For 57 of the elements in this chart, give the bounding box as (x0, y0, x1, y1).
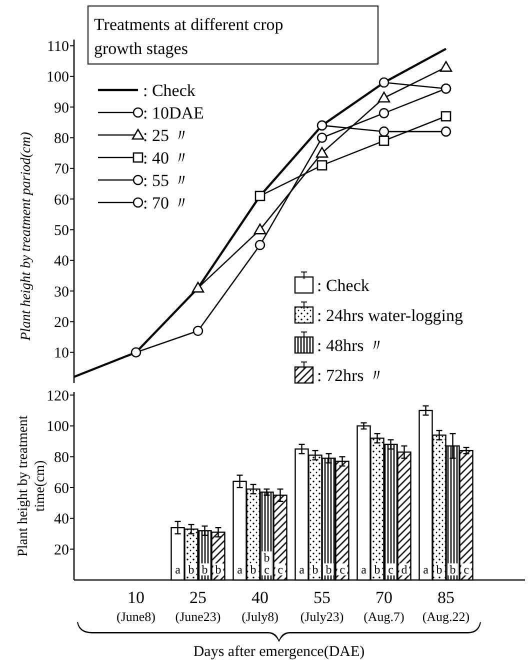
annotation: b (450, 562, 456, 576)
legend-label: : 10DAE (143, 103, 204, 122)
y-tick-label: 70 (54, 162, 69, 178)
y-tick-label: 20 (54, 314, 69, 331)
annotation: b (250, 562, 256, 576)
y-tick-label: 20 (54, 542, 69, 558)
legend-label: : Check (143, 80, 196, 100)
legend-label: : Check (317, 276, 370, 295)
x-axis-title: Days after emergence(DAE) (193, 644, 365, 660)
y-tick-label: 10 (54, 346, 69, 362)
legend-label: : 55 〃 (143, 170, 190, 190)
annotation: b (202, 562, 208, 576)
y-tick-label: 110 (47, 38, 69, 55)
annotation: c (388, 562, 394, 576)
legend-label: : 24hrs water-logging (317, 306, 464, 325)
x-tick-label: 70 (Aug.7) (364, 588, 404, 624)
legend-label: : 48hrs 〃 (317, 336, 385, 355)
y-axis-title: Plant height by treatment pariod(cm) (19, 132, 34, 342)
annotation: b (188, 562, 194, 576)
annotation: a (175, 562, 182, 576)
annotation: bc (264, 550, 270, 576)
y-tick-label: 40 (54, 254, 69, 270)
y-tick-label: 80 (54, 130, 69, 147)
annotation: d (401, 562, 408, 576)
annotation: c (278, 562, 283, 576)
legend-label: : 25 〃 (143, 126, 190, 145)
annotation: b (215, 562, 222, 576)
y-tick-label: 100 (46, 419, 69, 436)
x-tick-label: 40 (July8) (242, 588, 278, 624)
y-tick-label: 30 (54, 284, 69, 300)
y-tick-label: 90 (54, 100, 69, 116)
annotation: b (312, 562, 318, 576)
y-tick-label: 120 (46, 388, 69, 404)
annotation: a (237, 562, 244, 576)
annotation: b (374, 562, 380, 576)
y-tick-label: 60 (54, 192, 69, 208)
annotation: c (464, 562, 469, 576)
annotation: b (326, 562, 332, 576)
x-tick-label: 10 (June8) (116, 588, 156, 624)
y-tick-label: 40 (54, 512, 69, 528)
annotation: c (340, 562, 345, 576)
annotation: a (423, 562, 430, 576)
y-tick-label: 100 (46, 70, 69, 86)
legend-title: Treatments at different crop growth stages (94, 15, 284, 58)
x-tick-label: 25 (June23) (175, 588, 221, 624)
annotation: a (361, 562, 368, 576)
legend-label: : 40 〃 (143, 148, 190, 168)
y-axis-title: Plant height by treatment time(cm) (16, 415, 48, 557)
x-tick-label: 55 (July23) (300, 588, 344, 624)
x-tick-label: 85 (Aug.22) (422, 588, 470, 624)
y-tick-label: 80 (54, 450, 69, 466)
annotation: a (299, 562, 306, 576)
legend-label: : 70 〃 (143, 193, 190, 212)
annotation: b (436, 562, 442, 576)
y-tick-label: 50 (54, 222, 69, 239)
y-tick-label: 60 (54, 480, 69, 497)
legend-label: : 72hrs 〃 (317, 366, 385, 385)
